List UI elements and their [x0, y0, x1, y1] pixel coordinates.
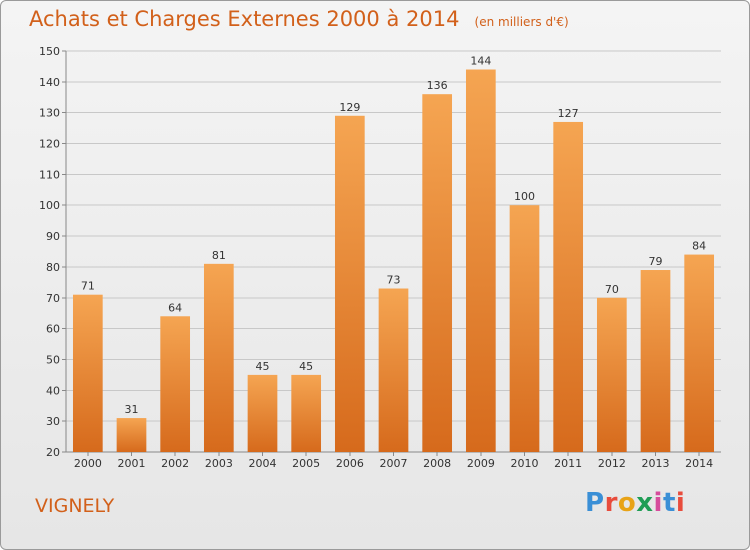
- data-label-2010: 100: [514, 190, 535, 203]
- bar-2007: [378, 288, 409, 452]
- bar-2002: [160, 316, 191, 452]
- data-label-2005: 45: [299, 360, 313, 373]
- logo-letter: P: [585, 488, 605, 518]
- axes: 20 30 40 50 60 70 80 90 100 110 120 130 140 150 2000 20…: [39, 45, 721, 470]
- x-tick-label: 2001: [118, 457, 146, 470]
- x-tick-label: 2005: [292, 457, 320, 470]
- y-tick-label: 100: [39, 199, 60, 212]
- bar-2005: [291, 374, 322, 452]
- bar-2006: [334, 115, 365, 453]
- data-label-2006: 129: [339, 101, 360, 114]
- bar-2012: [596, 297, 627, 452]
- bar-2009: [465, 69, 496, 452]
- y-tick-label: 150: [39, 45, 60, 58]
- bar-2003: [203, 263, 234, 452]
- x-tick-label: 2013: [642, 457, 670, 470]
- data-label-2003: 81: [212, 249, 226, 262]
- data-label-2008: 136: [427, 79, 448, 92]
- data-label-2011: 127: [558, 107, 579, 120]
- data-label-2012: 70: [605, 283, 619, 296]
- y-tick-label: 140: [39, 76, 60, 89]
- logo-letter: r: [604, 488, 618, 518]
- y-tick-label: 20: [46, 446, 60, 459]
- commune-name: VIGNELY: [35, 495, 115, 517]
- y-tick-label: 90: [46, 230, 60, 243]
- x-tick-label: 2004: [249, 457, 277, 470]
- y-tick-label: 50: [46, 353, 60, 366]
- logo-letter: i: [653, 488, 663, 518]
- chart-title: Achats et Charges Externes 2000 à 2014: [29, 7, 460, 31]
- x-tick-label: 2007: [380, 457, 408, 470]
- bar-2010: [509, 205, 540, 452]
- chart-title-block: Achats et Charges Externes 2000 à 2014 (…: [29, 7, 569, 31]
- data-label-2007: 73: [387, 274, 401, 287]
- x-tick-label: 2006: [336, 457, 364, 470]
- x-tick-label: 2002: [161, 457, 189, 470]
- logo-letter: i: [675, 488, 686, 518]
- data-label-2009: 144: [470, 55, 491, 68]
- bar-2011: [553, 121, 584, 452]
- logo-letter: x: [636, 488, 654, 518]
- x-tick-label: 2010: [511, 457, 539, 470]
- data-label-2013: 79: [649, 255, 663, 268]
- y-tick-label: 130: [39, 107, 60, 120]
- x-tick-label: 2008: [423, 457, 451, 470]
- x-tick-label: 2003: [205, 457, 233, 470]
- bars: [72, 69, 715, 453]
- proxiti-logo: Proxiti: [585, 488, 685, 518]
- bar-2001: [116, 418, 147, 452]
- y-tick-label: 40: [46, 384, 60, 397]
- x-tick-label: 2014: [685, 457, 713, 470]
- data-labels: 71 31 64 81 45 45 129 73 136 144 100 127 70 79 84: [81, 55, 706, 417]
- bar-2014: [684, 254, 715, 452]
- bar-2013: [640, 270, 671, 452]
- logo-letter: t: [662, 488, 676, 518]
- data-label-2001: 31: [125, 403, 139, 416]
- logo-letter: o: [617, 488, 637, 518]
- y-tick-label: 80: [46, 261, 60, 274]
- data-label-2004: 45: [256, 360, 270, 373]
- bar-2000: [72, 294, 103, 452]
- unit-note: (en milliers d'€): [474, 15, 569, 29]
- data-label-2014: 84: [692, 240, 706, 253]
- y-tick-label: 30: [46, 415, 60, 428]
- x-tick-label: 2009: [467, 457, 495, 470]
- y-tick-label: 110: [39, 168, 60, 181]
- y-tick-label: 60: [46, 323, 60, 336]
- data-label-2000: 71: [81, 280, 95, 293]
- y-tick-label: 70: [46, 292, 60, 305]
- y-tick-label: 120: [39, 138, 60, 151]
- bar-2004: [247, 374, 278, 452]
- x-tick-label: 2012: [598, 457, 626, 470]
- data-label-2002: 64: [168, 301, 182, 314]
- x-tick-label: 2000: [74, 457, 102, 470]
- x-tick-label: 2011: [554, 457, 582, 470]
- bar-2008: [422, 94, 453, 452]
